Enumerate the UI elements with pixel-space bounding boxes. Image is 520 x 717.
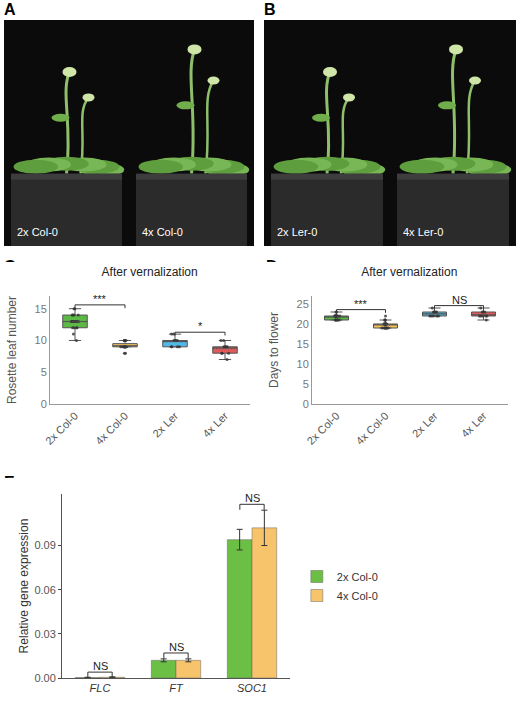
svg-text:FLC: FLC (90, 682, 111, 694)
svg-text:0.06: 0.06 (34, 584, 55, 596)
svg-text:2x Col-0: 2x Col-0 (337, 571, 378, 583)
svg-text:FT: FT (169, 682, 184, 694)
svg-text:10: 10 (35, 334, 47, 346)
svg-text:4x Ler-0: 4x Ler-0 (403, 226, 443, 238)
svg-text:NS: NS (169, 641, 184, 653)
svg-text:After vernalization: After vernalization (102, 265, 198, 279)
svg-text:0.09: 0.09 (34, 539, 55, 551)
svg-text:After vernalization: After vernalization (361, 265, 457, 279)
svg-text:NS: NS (452, 294, 467, 306)
svg-text:4x Ler: 4x Ler (459, 409, 489, 439)
html-text:E: E (4, 474, 15, 491)
svg-text:5: 5 (303, 378, 309, 390)
svg-text:0.00: 0.00 (34, 672, 55, 684)
svg-text:2x Col-0: 2x Col-0 (304, 410, 341, 447)
svg-text:0: 0 (303, 398, 309, 410)
svg-text:***: *** (93, 293, 107, 305)
svg-text:4x Ler: 4x Ler (200, 409, 230, 439)
svg-text:SOC1: SOC1 (237, 682, 267, 694)
svg-text:2x Col-0: 2x Col-0 (17, 226, 58, 238)
svg-text:10: 10 (297, 358, 309, 370)
svg-text:0.03: 0.03 (34, 628, 55, 640)
svg-text:4x Col-0: 4x Col-0 (93, 410, 130, 447)
svg-text:4x Col-0: 4x Col-0 (353, 410, 390, 447)
svg-text:15: 15 (297, 338, 309, 350)
svg-text:Rosette leaf number: Rosette leaf number (5, 296, 19, 404)
svg-text:Relative gene expression: Relative gene expression (17, 519, 31, 654)
svg-text:2x Ler: 2x Ler (150, 409, 180, 439)
svg-text:Days to flower: Days to flower (267, 312, 281, 388)
svg-text:*: * (198, 320, 203, 332)
html-text:D: D (266, 258, 278, 275)
svg-text:15: 15 (35, 303, 47, 315)
svg-text:4x Col-0: 4x Col-0 (142, 226, 183, 238)
svg-text:2x Col-0: 2x Col-0 (43, 410, 80, 447)
svg-text:0: 0 (41, 398, 47, 410)
html-text:B: B (264, 1, 276, 18)
svg-text:NS: NS (93, 660, 108, 672)
svg-text:***: *** (354, 298, 368, 310)
svg-text:25: 25 (297, 298, 309, 310)
svg-text:5: 5 (41, 366, 47, 378)
svg-text:NS: NS (245, 492, 260, 504)
html-text:C: C (4, 258, 16, 275)
svg-text:2x Ler: 2x Ler (410, 409, 440, 439)
svg-text:2x Ler-0: 2x Ler-0 (277, 226, 317, 238)
html-text:A: A (4, 1, 16, 18)
svg-text:20: 20 (297, 318, 309, 330)
svg-text:4x Col-0: 4x Col-0 (337, 590, 378, 602)
